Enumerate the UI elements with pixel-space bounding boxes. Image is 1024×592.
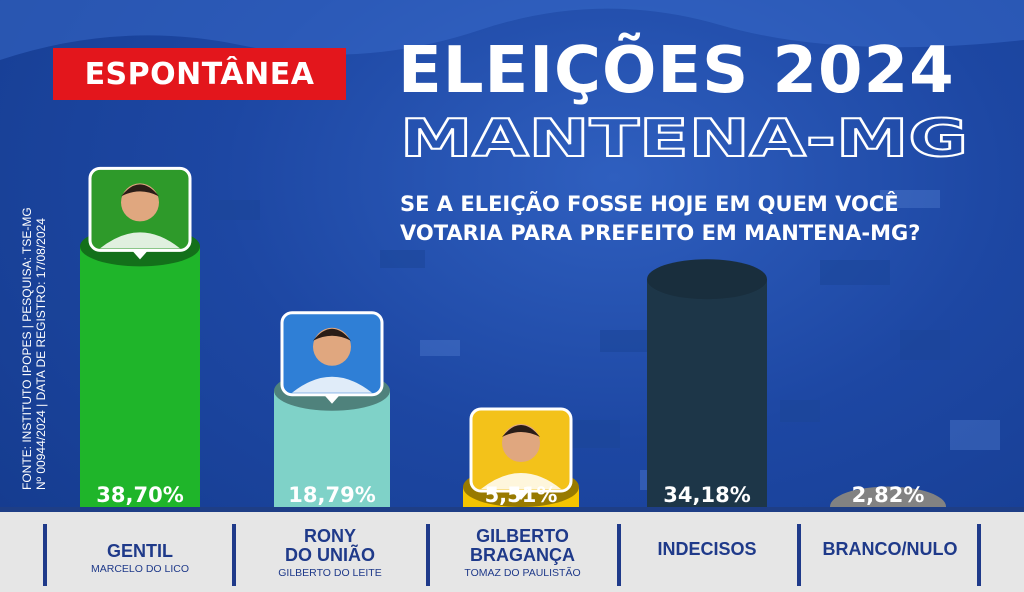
divider xyxy=(797,524,801,586)
candidate-name-line-2: DO UNIÃO xyxy=(285,545,375,565)
candidate-name: GENTIL xyxy=(107,541,173,561)
bar-top xyxy=(647,259,767,300)
question-line-2: VOTARIA PARA PREFEITO EM MANTENA-MG? xyxy=(400,221,921,245)
avatar-hair xyxy=(313,328,351,341)
category-name: BRANCO/NULO xyxy=(822,539,958,559)
photo-pointer xyxy=(132,250,148,260)
candidate-name-line-2: BRAGANÇA xyxy=(470,545,575,565)
avatar-face xyxy=(313,327,351,366)
avatar-face xyxy=(502,424,540,463)
avatar-face xyxy=(121,183,159,222)
value-label: 2,82% xyxy=(852,483,925,507)
photo-pointer xyxy=(513,491,529,501)
candidate-name-line-1: RONY xyxy=(303,526,356,546)
spontaneous-label: ESPONTÂNEA xyxy=(53,48,346,100)
avatar-shoulders xyxy=(481,473,561,490)
candidate-vice: GILBERTO DO LEITE xyxy=(278,567,382,579)
divider xyxy=(617,524,621,586)
candidate-vice: MARCELO DO LICO xyxy=(90,563,190,575)
avatar-shoulders xyxy=(100,232,180,249)
divider xyxy=(43,524,47,586)
photo-pointer xyxy=(324,394,340,404)
candidate-vice: TOMAZ DO PAULISTÃO xyxy=(464,567,581,579)
value-label: 38,70% xyxy=(96,483,183,507)
page-title: ELEIÇÕES 2024 xyxy=(398,34,955,108)
category-name: INDECISOS xyxy=(657,539,757,559)
avatar-hair xyxy=(502,425,540,438)
value-label: 5,51% xyxy=(485,483,558,507)
divider xyxy=(977,524,981,586)
avatar-shoulders xyxy=(292,376,372,393)
category-branco-nulo: BRANCO/NULO xyxy=(805,540,975,559)
candidate-footer xyxy=(0,512,1024,592)
footer-border xyxy=(0,507,1024,512)
divider xyxy=(426,524,430,586)
category-indecisos: INDECISOS xyxy=(627,540,787,559)
value-label: 18,79% xyxy=(288,483,375,507)
candidate-rony: RONY DO UNIÃO GILBERTO DO LEITE xyxy=(250,527,410,580)
bar xyxy=(647,279,767,507)
avatar-hair xyxy=(121,184,159,197)
poll-question: SE A ELEIÇÃO FOSSE HOJE EM QUEM VOCÊ VOT… xyxy=(400,190,1000,248)
svg-text:MANTENA-MG: MANTENA-MG xyxy=(400,109,968,168)
candidate-gentil: GENTIL MARCELO DO LICO xyxy=(60,527,220,576)
value-label: 34,18% xyxy=(663,483,750,507)
bar xyxy=(80,246,200,508)
location-subtitle: MANTENA-MG xyxy=(399,108,969,168)
question-line-1: SE A ELEIÇÃO FOSSE HOJE EM QUEM VOCÊ xyxy=(400,192,899,216)
candidate-gilberto: GILBERTO BRAGANÇA TOMAZ DO PAULISTÃO xyxy=(440,527,605,580)
divider xyxy=(232,524,236,586)
candidate-name-line-1: GILBERTO xyxy=(476,526,569,546)
